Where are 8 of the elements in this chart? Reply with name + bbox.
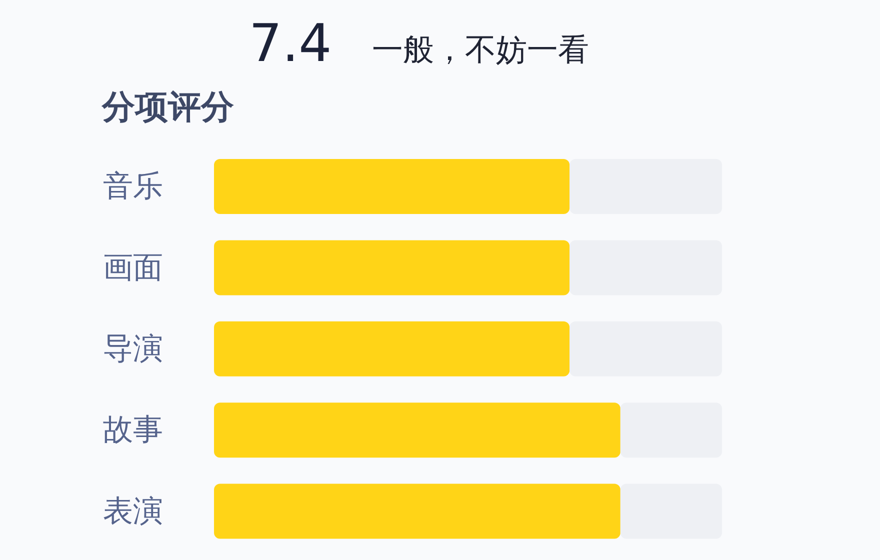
chart-subtitle: 一般，不妨一看 [372, 32, 589, 68]
y-tick-label: 音乐 [103, 169, 163, 204]
y-tick-label: 导演 [103, 332, 163, 366]
y-tick-label: 表演 [103, 494, 163, 529]
y-tick-label: 故事 [103, 412, 163, 448]
y-tick-label: 画面 [103, 250, 163, 286]
chart-title: 7.4 [249, 14, 332, 74]
y-axis-title: 分项评分 [102, 87, 234, 127]
